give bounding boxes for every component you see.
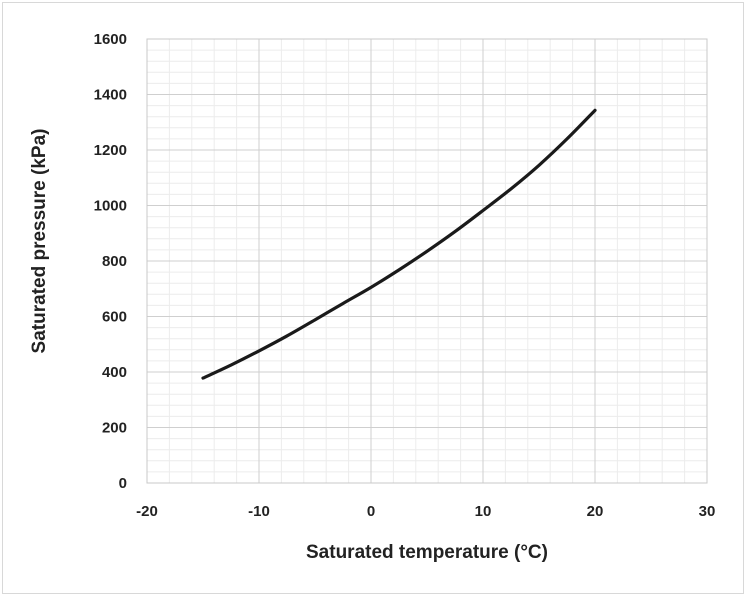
y-tick-label: 1600: [94, 31, 127, 48]
series-line: [201, 108, 597, 380]
y-tick-label: 600: [102, 309, 127, 326]
x-axis-tick-labels: -20 -10 0 10 20 30: [136, 503, 715, 520]
series-layer: [201, 108, 597, 380]
y-tick-label: 1000: [94, 198, 127, 215]
y-tick-label: 1400: [94, 87, 127, 104]
x-tick-label: 0: [367, 503, 375, 520]
x-tick-label: 30: [699, 503, 716, 520]
y-tick-label: 0: [119, 475, 127, 492]
y-axis-title: Saturated pressure (kPa): [29, 129, 50, 354]
plot-area-border: [146, 38, 708, 484]
x-tick-label: 20: [587, 503, 604, 520]
y-tick-label: 200: [102, 420, 127, 437]
y-axis-tick-labels: 0 200 400 600 800 1000 1200 1400 1600: [94, 31, 127, 492]
x-tick-label: -20: [136, 503, 158, 520]
x-tick-label: -10: [248, 503, 270, 520]
y-tick-label: 1200: [94, 142, 127, 159]
y-tick-label: 800: [102, 253, 127, 270]
y-tick-label: 400: [102, 364, 127, 381]
x-axis-title: Saturated temperature (°C): [306, 542, 548, 563]
pressure-temperature-chart: -20 -10 0 10 20 30 0 200 400 600 800 1000 1200 1400 1…: [29, 31, 715, 563]
x-tick-label: 10: [475, 503, 492, 520]
